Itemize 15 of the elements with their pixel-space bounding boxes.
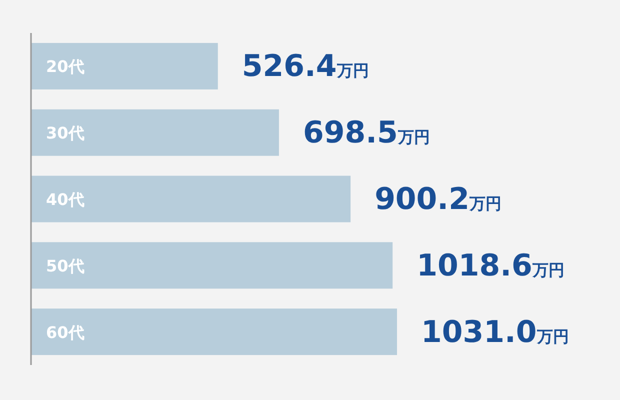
data-label: 1031.0万円 bbox=[421, 314, 569, 350]
bar bbox=[31, 242, 393, 289]
data-label: 900.2万円 bbox=[374, 182, 502, 217]
bar bbox=[31, 42, 218, 90]
y-tick-label: 40代 bbox=[46, 190, 84, 209]
data-label: 526.4万円 bbox=[242, 49, 369, 84]
bar bbox=[31, 109, 279, 156]
y-tick-label: 20代 bbox=[46, 57, 84, 76]
bar bbox=[31, 176, 351, 222]
y-tick-label: 30代 bbox=[46, 124, 84, 143]
data-label: 698.5万円 bbox=[302, 116, 430, 151]
bar bbox=[31, 308, 397, 356]
y-tick-label: 60代 bbox=[46, 322, 84, 342]
y-tick-label: 50代 bbox=[46, 256, 84, 276]
data-label: 1018.6万円 bbox=[416, 248, 564, 284]
